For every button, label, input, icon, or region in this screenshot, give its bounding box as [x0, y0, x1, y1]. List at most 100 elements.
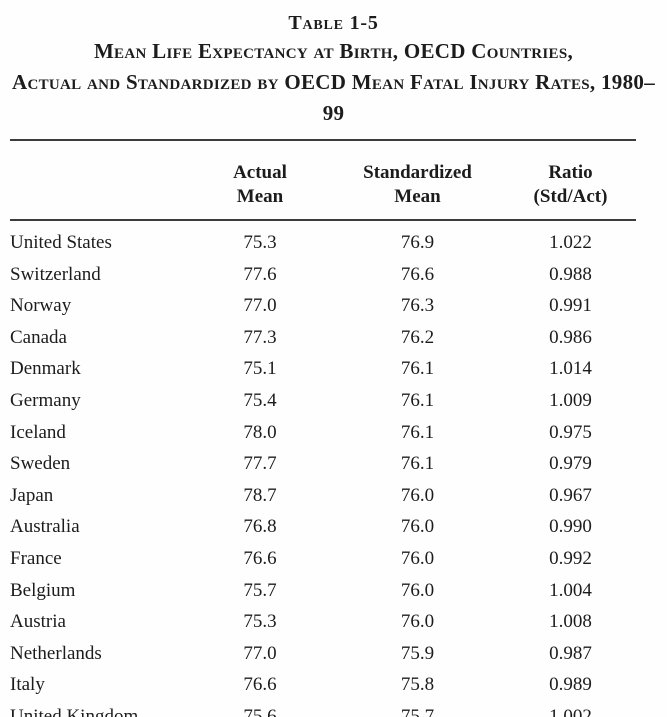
column-header-line: Ratio	[548, 162, 593, 183]
title-divider	[10, 139, 636, 141]
actual-mean-cell: 76.6	[243, 547, 277, 569]
actual-mean-cell: 75.4	[243, 389, 277, 411]
table-title-block: Table 1-5 Mean Life Expectancy at Birth,…	[0, 0, 667, 129]
standardized-mean-cell: 76.1	[400, 421, 435, 443]
standardized-mean-cell: 76.1	[400, 358, 435, 380]
table-number: Table 1-5	[288, 12, 379, 34]
country-cell: United Kingdom	[10, 705, 139, 717]
column-header-line: Mean	[236, 186, 284, 207]
column-header-country-empty	[10, 161, 190, 209]
table-row: Belgium 75.7 76.0 1.004	[10, 575, 636, 607]
ratio-cell: 0.990	[549, 516, 592, 538]
table-row: Canada 77.3 76.2 0.986	[10, 322, 636, 354]
ratio-cell: 1.022	[549, 232, 592, 253]
column-header-line: Actual	[233, 162, 287, 183]
country-cell: Denmark	[10, 358, 81, 380]
country-cell: Switzerland	[10, 263, 101, 285]
column-header-line: Standardized	[363, 162, 472, 183]
table-title-line-2: Actual and Standardized by OECD Mean Fat…	[11, 70, 655, 125]
column-header-line: (Std/Act)	[533, 186, 608, 207]
table-body: United States 75.3 76.9 1.022 Switzerlan…	[10, 221, 636, 717]
country-cell: Japan	[10, 484, 54, 506]
actual-mean-cell: 77.3	[243, 326, 277, 348]
ratio-cell: 1.004	[549, 579, 592, 601]
table-row: Norway 77.0 76.3 0.991	[10, 290, 636, 322]
standardized-mean-cell: 76.1	[400, 389, 435, 411]
ratio-cell: 0.992	[549, 547, 592, 569]
table-header-row: Actual Mean Standardized Mean Ratio (Std…	[10, 141, 636, 219]
actual-mean-cell: 77.7	[243, 453, 277, 475]
table-row: United States 75.3 76.9 1.022	[10, 227, 636, 259]
country-cell: Italy	[10, 674, 45, 696]
ratio-cell: 0.967	[549, 484, 592, 506]
column-header-actual-mean: Actual Mean	[190, 161, 330, 209]
standardized-mean-cell: 76.1	[400, 453, 435, 475]
ratio-cell: 1.008	[549, 611, 592, 633]
actual-mean-cell: 75.3	[243, 232, 277, 253]
table-row: Sweden 77.7 76.1 0.979	[10, 448, 636, 480]
table-row: United Kingdom 75.6 75.7 1.002	[10, 701, 636, 717]
standardized-mean-cell: 75.7	[400, 705, 435, 717]
table-row: Iceland 78.0 76.1 0.975	[10, 417, 636, 449]
actual-mean-cell: 76.8	[243, 516, 277, 538]
country-cell: France	[10, 547, 62, 569]
standardized-mean-cell: 76.0	[400, 579, 435, 601]
actual-mean-cell: 75.3	[243, 611, 277, 633]
standardized-mean-cell: 76.6	[400, 263, 435, 285]
standardized-mean-cell: 76.0	[400, 484, 435, 506]
country-cell: Austria	[10, 611, 66, 633]
table-title-line-1: Mean Life Expectancy at Birth, OECD Coun…	[93, 39, 574, 63]
standardized-mean-cell: 75.9	[400, 642, 435, 664]
country-cell: United States	[10, 232, 112, 253]
standardized-mean-cell: 76.0	[400, 516, 435, 538]
actual-mean-cell: 75.7	[243, 579, 277, 601]
country-cell: Sweden	[10, 453, 71, 475]
ratio-cell: 0.988	[549, 263, 592, 285]
table-row: Italy 76.6 75.8 0.989	[10, 669, 636, 701]
column-header-ratio: Ratio (Std/Act)	[505, 161, 636, 209]
actual-mean-cell: 77.0	[243, 642, 277, 664]
actual-mean-cell: 76.6	[243, 674, 277, 696]
data-table: Actual Mean Standardized Mean Ratio (Std…	[10, 139, 636, 717]
standardized-mean-cell: 76.0	[400, 611, 435, 633]
standardized-mean-cell: 75.8	[400, 674, 435, 696]
country-cell: Canada	[10, 326, 67, 348]
column-header-line: Mean	[394, 186, 441, 207]
actual-mean-cell: 78.7	[243, 484, 277, 506]
table-row: Australia 76.8 76.0 0.990	[10, 511, 636, 543]
ratio-cell: 1.014	[549, 358, 592, 380]
ratio-cell: 1.002	[549, 705, 592, 717]
country-cell: Germany	[10, 389, 81, 411]
ratio-cell: 0.989	[549, 674, 592, 696]
table-row: Switzerland 77.6 76.6 0.988	[10, 259, 636, 291]
ratio-cell: 0.991	[549, 295, 592, 317]
ratio-cell: 0.979	[549, 453, 592, 475]
ratio-cell: 0.975	[549, 421, 592, 443]
table-row: Germany 75.4 76.1 1.009	[10, 385, 636, 417]
actual-mean-cell: 77.6	[243, 263, 277, 285]
actual-mean-cell: 77.0	[243, 295, 277, 317]
column-header-standardized-mean: Standardized Mean	[330, 161, 505, 209]
table-row: France 76.6 76.0 0.992	[10, 543, 636, 575]
ratio-cell: 0.987	[549, 642, 592, 664]
country-cell: Belgium	[10, 579, 76, 601]
ratio-cell: 1.009	[549, 389, 592, 411]
standardized-mean-cell: 76.2	[400, 326, 435, 348]
country-cell: Iceland	[10, 421, 66, 443]
standardized-mean-cell: 76.3	[400, 295, 435, 317]
header-divider	[10, 219, 636, 221]
standardized-mean-cell: 76.9	[400, 232, 435, 253]
table-row: Netherlands 77.0 75.9 0.987	[10, 638, 636, 670]
table-row: Japan 78.7 76.0 0.967	[10, 480, 636, 512]
actual-mean-cell: 78.0	[243, 421, 277, 443]
ratio-cell: 0.986	[549, 326, 592, 348]
table-row: Austria 75.3 76.0 1.008	[10, 606, 636, 638]
actual-mean-cell: 75.6	[243, 705, 277, 717]
country-cell: Australia	[10, 516, 80, 538]
country-cell: Netherlands	[10, 642, 102, 664]
actual-mean-cell: 75.1	[243, 358, 277, 380]
country-cell: Norway	[10, 295, 72, 317]
table-row: Denmark 75.1 76.1 1.014	[10, 353, 636, 385]
standardized-mean-cell: 76.0	[400, 547, 435, 569]
